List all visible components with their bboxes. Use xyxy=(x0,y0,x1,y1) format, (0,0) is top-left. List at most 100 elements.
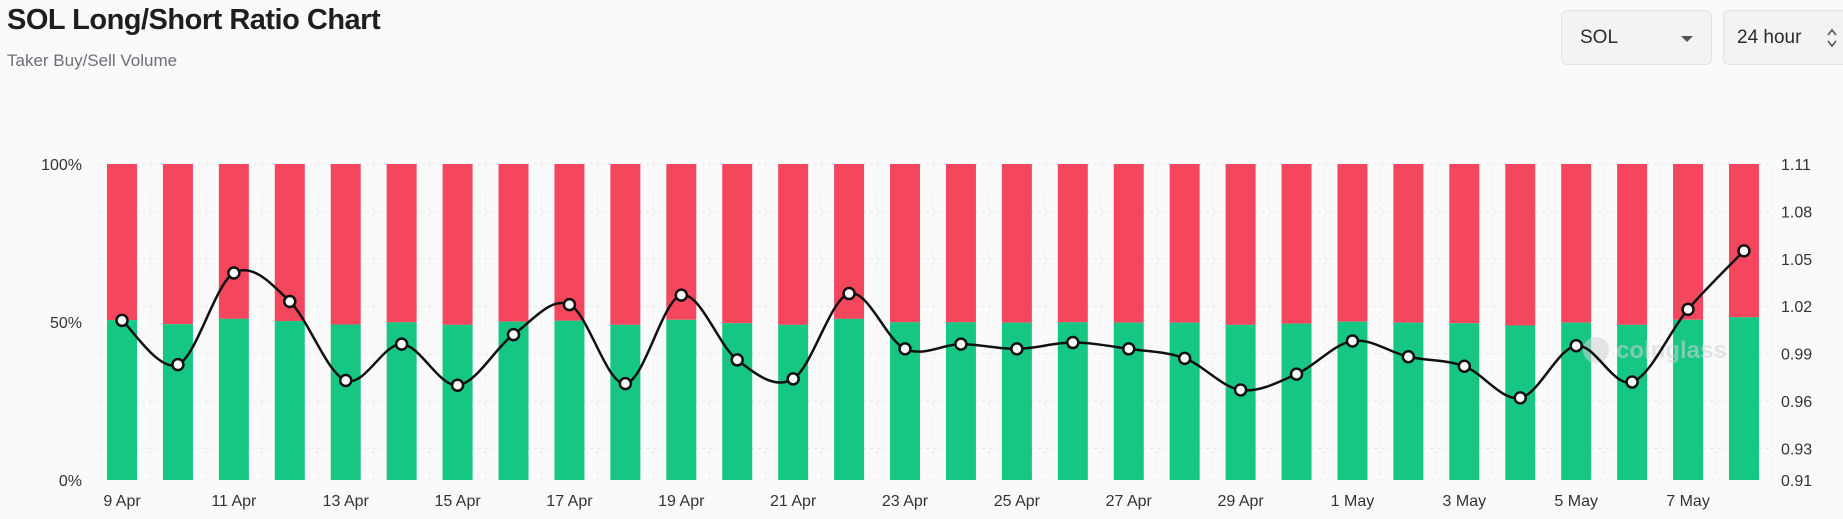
ratio-point[interactable] xyxy=(1569,338,1583,353)
ratio-point[interactable] xyxy=(1457,359,1472,373)
long-bar[interactable] xyxy=(610,324,641,480)
x-tick-label: 29 Apr xyxy=(1217,493,1264,510)
ratio-point[interactable] xyxy=(1177,351,1192,366)
ratio-point[interactable] xyxy=(842,286,856,301)
long-bar[interactable] xyxy=(1449,323,1480,480)
short-bar[interactable] xyxy=(330,164,361,325)
ratio-point[interactable] xyxy=(1121,342,1136,356)
page-title: SOL Long/Short Ratio Chart xyxy=(7,4,381,36)
ratio-point[interactable] xyxy=(506,327,521,342)
ratio-point[interactable] xyxy=(1625,375,1639,389)
short-bar[interactable] xyxy=(610,164,641,325)
ratio-point[interactable] xyxy=(450,378,465,392)
ratio-point[interactable] xyxy=(1737,244,1751,258)
y-right-tick-label: 0.96 xyxy=(1781,394,1812,411)
long-bar[interactable] xyxy=(274,321,305,480)
long-bar[interactable] xyxy=(1673,319,1704,480)
long-bar[interactable] xyxy=(218,318,249,480)
short-bar[interactable] xyxy=(1449,164,1480,324)
short-bar[interactable] xyxy=(498,164,529,322)
short-bar[interactable] xyxy=(107,164,137,321)
x-tick-label: 3 May xyxy=(1443,493,1487,510)
period-select[interactable]: 24 hour xyxy=(1723,10,1843,65)
ratio-point[interactable] xyxy=(898,342,912,356)
long-bar[interactable] xyxy=(666,319,697,480)
long-bar[interactable] xyxy=(498,321,529,480)
ratio-point[interactable] xyxy=(1345,334,1360,348)
long-bar[interactable] xyxy=(1728,317,1759,480)
long-bar[interactable] xyxy=(1225,324,1256,480)
ratio-point[interactable] xyxy=(1513,391,1527,405)
short-bar[interactable] xyxy=(386,164,417,323)
short-bar[interactable] xyxy=(1728,164,1759,318)
short-bar[interactable] xyxy=(1281,164,1312,324)
ratio-point[interactable] xyxy=(171,357,185,372)
short-bar[interactable] xyxy=(1505,164,1536,326)
ratio-point[interactable] xyxy=(1681,302,1695,317)
short-bar[interactable] xyxy=(1113,164,1144,323)
ratio-point[interactable] xyxy=(115,313,129,328)
coin-select[interactable]: SOL xyxy=(1561,10,1712,65)
y-right-tick-label: 0.99 xyxy=(1781,347,1812,364)
long-bar[interactable] xyxy=(1337,321,1368,480)
short-bar[interactable] xyxy=(1001,164,1032,323)
x-tick-label: 17 Apr xyxy=(546,493,593,510)
short-bar[interactable] xyxy=(1393,164,1424,323)
long-bar[interactable] xyxy=(1169,322,1200,480)
long-bar[interactable] xyxy=(107,320,137,480)
ratio-point[interactable] xyxy=(1289,367,1304,381)
ratio-point[interactable] xyxy=(1010,342,1024,356)
watermark-text: coinglass xyxy=(1616,337,1727,364)
long-bar[interactable] xyxy=(442,324,473,480)
short-bar[interactable] xyxy=(1337,164,1368,322)
ratio-point[interactable] xyxy=(394,337,409,351)
short-bar[interactable] xyxy=(778,164,809,325)
x-tick-label: 11 Apr xyxy=(211,493,257,510)
short-bar[interactable] xyxy=(1673,164,1704,320)
short-bar[interactable] xyxy=(218,164,249,319)
short-bar[interactable] xyxy=(722,164,753,324)
long-bar[interactable] xyxy=(1281,323,1312,480)
x-tick-label: 25 Apr xyxy=(994,493,1041,510)
ratio-point[interactable] xyxy=(338,373,353,388)
short-bar[interactable] xyxy=(1617,164,1648,325)
x-tick-label: 13 Apr xyxy=(323,493,370,510)
ratio-point[interactable] xyxy=(674,288,689,302)
long-bar[interactable] xyxy=(834,318,865,480)
ratio-point[interactable] xyxy=(1401,350,1416,364)
short-bar[interactable] xyxy=(1057,164,1088,323)
ratio-point[interactable] xyxy=(562,297,577,312)
ratio-point[interactable] xyxy=(786,372,800,386)
ratio-point[interactable] xyxy=(283,294,297,309)
y-right-tick-label: 1.05 xyxy=(1781,252,1812,269)
short-bar[interactable] xyxy=(162,164,193,325)
page-subtitle: Taker Buy/Sell Volume xyxy=(7,51,178,70)
ratio-point[interactable] xyxy=(227,266,241,280)
ratio-point[interactable] xyxy=(1066,335,1080,350)
chevron-down-icon xyxy=(1681,36,1693,42)
ratio-point[interactable] xyxy=(730,353,744,367)
short-bar[interactable] xyxy=(1169,164,1200,323)
y-right-tick-label: 0.91 xyxy=(1781,473,1812,490)
short-bar[interactable] xyxy=(1561,164,1592,323)
short-bar[interactable] xyxy=(554,164,585,321)
short-bar[interactable] xyxy=(890,164,921,323)
long-bar[interactable] xyxy=(778,324,809,480)
long-bar[interactable] xyxy=(1393,322,1424,480)
y-right-tick-label: 1.08 xyxy=(1781,204,1812,221)
ratio-point[interactable] xyxy=(1233,383,1248,397)
short-bar[interactable] xyxy=(1225,164,1256,325)
ratio-point[interactable] xyxy=(954,337,968,351)
short-bar[interactable] xyxy=(442,164,473,325)
ratio-point[interactable] xyxy=(618,376,633,391)
long-bar[interactable] xyxy=(554,320,585,480)
long-bar[interactable] xyxy=(1617,324,1648,480)
long-bar[interactable] xyxy=(330,324,361,480)
long-bar[interactable] xyxy=(162,324,193,480)
period-select-value: 24 hour xyxy=(1737,26,1802,48)
x-tick-label: 5 May xyxy=(1554,493,1598,510)
up-down-chevron-icon xyxy=(1827,28,1837,48)
y-left-tick-label: 100% xyxy=(41,157,82,174)
short-bar[interactable] xyxy=(945,164,976,323)
